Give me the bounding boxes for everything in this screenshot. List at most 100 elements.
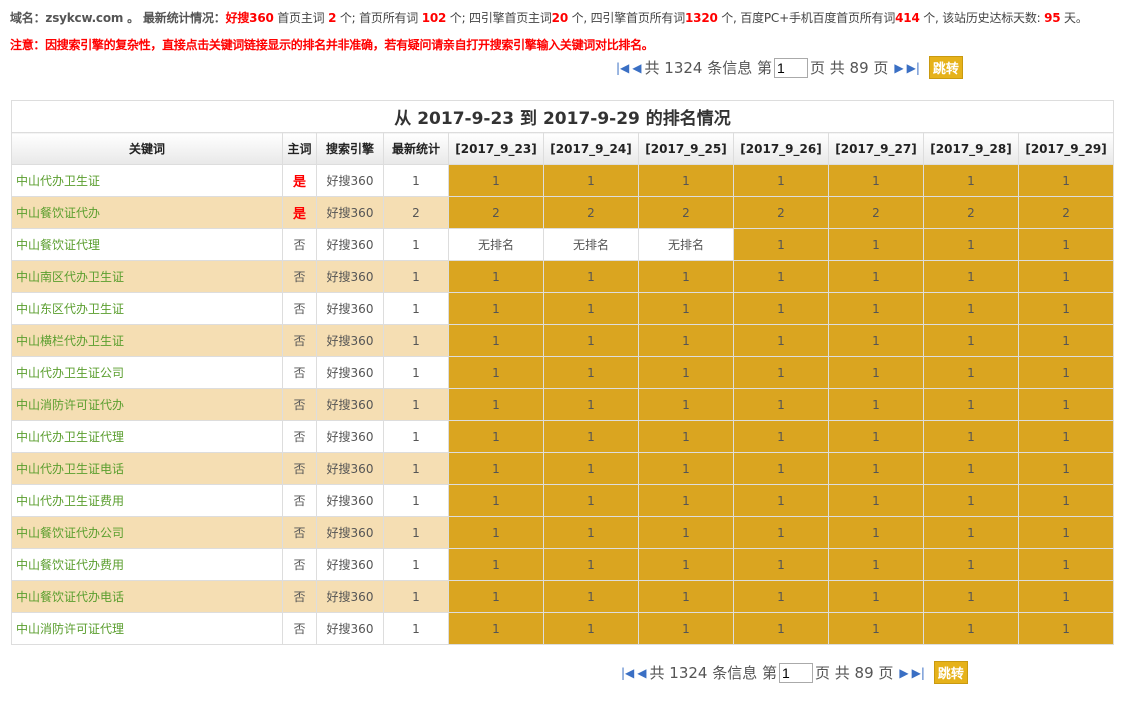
- daily-rank-cell: 1: [543, 356, 639, 389]
- daily-rank-cell: 1: [923, 612, 1019, 645]
- daily-rank-cell: 1: [448, 484, 544, 517]
- keyword-link[interactable]: 中山餐饮证代办公司: [11, 516, 283, 549]
- page-input[interactable]: [779, 662, 813, 683]
- stat-label: 最新统计情况：: [142, 11, 226, 25]
- daily-rank-cell: 1: [543, 164, 639, 197]
- daily-rank-cell: 1: [923, 164, 1019, 197]
- daily-rank-cell: 1: [828, 452, 924, 485]
- daily-rank-cell: 1: [543, 324, 639, 357]
- daily-rank-cell: 1: [828, 420, 924, 453]
- keyword-link[interactable]: 中山代办卫生证公司: [11, 356, 283, 389]
- column-header: 关键词: [11, 132, 283, 165]
- keyword-link[interactable]: 中山代办卫生证电话: [11, 452, 283, 485]
- prev-page-icon[interactable]: ◀: [637, 665, 647, 680]
- daily-rank-cell: 1: [828, 228, 924, 261]
- daily-rank-cell: 1: [638, 356, 734, 389]
- keyword-link[interactable]: 中山横栏代办卫生证: [11, 324, 283, 357]
- daily-rank-cell: 1: [733, 452, 829, 485]
- jump-button[interactable]: 跳转: [933, 661, 968, 684]
- keyword-link[interactable]: 中山南区代办卫生证: [11, 260, 283, 293]
- daily-rank-cell: 1: [1017, 292, 1115, 325]
- value: 2: [328, 11, 337, 25]
- daily-rank-cell: 1: [543, 516, 639, 549]
- daily-rank-cell: 1: [923, 388, 1019, 421]
- latest-rank-cell: 1: [383, 516, 449, 549]
- page-input[interactable]: [774, 57, 808, 78]
- latest-rank-cell: 1: [383, 292, 449, 325]
- value: 414: [895, 11, 920, 25]
- site-stats: 域名：zsykcw.com 。 最新统计情况：好搜360 首页主词 2 个; 首…: [10, 9, 1088, 26]
- pager-total: 共 1324 条信息 第: [644, 59, 772, 77]
- daily-rank-cell: 1: [448, 356, 544, 389]
- keyword-link[interactable]: 中山餐饮证代办费用: [11, 548, 283, 581]
- keyword-link[interactable]: 中山餐饮证代理: [11, 228, 283, 261]
- keyword-link[interactable]: 中山餐饮证代办电话: [11, 580, 283, 613]
- table-row: 中山代办卫生证是好搜360 1 1 1 1 1 1 1 1: [11, 164, 1115, 197]
- daily-rank-cell: 1: [448, 580, 544, 613]
- column-header: [2017_9_26]: [733, 132, 829, 165]
- main-word-cell: 否: [282, 452, 317, 485]
- daily-rank-cell: 1: [1017, 580, 1115, 613]
- keyword-link[interactable]: 中山代办卫生证: [11, 164, 283, 197]
- daily-rank-cell: 1: [1017, 484, 1115, 517]
- main-word-cell: 否: [282, 484, 317, 517]
- keyword-link[interactable]: 中山东区代办卫生证: [11, 292, 283, 325]
- column-header: 主词: [282, 132, 317, 165]
- daily-rank-cell: 2: [543, 196, 639, 229]
- jump-button[interactable]: 跳转: [928, 56, 963, 79]
- main-word-cell: 否: [282, 516, 317, 549]
- engine-cell: 好搜360: [316, 516, 384, 549]
- daily-rank-cell: 1: [448, 516, 544, 549]
- first-page-icon[interactable]: |◀: [616, 60, 630, 75]
- next-page-icon[interactable]: ▶: [894, 60, 904, 75]
- latest-rank-cell: 1: [383, 484, 449, 517]
- prev-page-icon[interactable]: ◀: [632, 60, 642, 75]
- daily-rank-cell: 1: [448, 164, 544, 197]
- daily-rank-cell: 1: [733, 228, 829, 261]
- keyword-link[interactable]: 中山餐饮证代办: [11, 196, 283, 229]
- daily-rank-cell: 1: [733, 420, 829, 453]
- last-page-icon[interactable]: ▶|: [911, 665, 925, 680]
- daily-rank-cell: 1: [448, 260, 544, 293]
- daily-rank-cell: 1: [543, 612, 639, 645]
- daily-rank-cell: 无排名: [638, 228, 734, 261]
- text: 个, 四引擎首页所有词: [567, 11, 686, 25]
- daily-rank-cell: 1: [828, 484, 924, 517]
- daily-rank-cell: 无排名: [448, 228, 544, 261]
- keyword-link[interactable]: 中山代办卫生证费用: [11, 484, 283, 517]
- daily-rank-cell: 1: [923, 548, 1019, 581]
- daily-rank-cell: 1: [733, 484, 829, 517]
- text: 个; 四引擎首页主词: [446, 11, 552, 25]
- column-header: [2017_9_27]: [828, 132, 924, 165]
- first-page-icon[interactable]: |◀: [621, 665, 635, 680]
- daily-rank-cell: 1: [1017, 612, 1115, 645]
- daily-rank-cell: 1: [828, 260, 924, 293]
- daily-rank-cell: 1: [448, 292, 544, 325]
- keyword-link[interactable]: 中山消防许可证代理: [11, 612, 283, 645]
- daily-rank-cell: 1: [733, 516, 829, 549]
- daily-rank-cell: 2: [733, 196, 829, 229]
- keyword-link[interactable]: 中山代办卫生证代理: [11, 420, 283, 453]
- column-header: [2017_9_28]: [923, 132, 1019, 165]
- column-header: [2017_9_25]: [638, 132, 734, 165]
- daily-rank-cell: 1: [1017, 516, 1115, 549]
- last-page-icon[interactable]: ▶|: [906, 60, 920, 75]
- table-row: 中山横栏代办卫生证否好搜360 1 1 1 1 1 1 1 1: [11, 324, 1115, 357]
- text: 个, 百度PC+手机百度首页所有词: [717, 11, 896, 25]
- engine-cell: 好搜360: [316, 196, 384, 229]
- daily-rank-cell: 1: [638, 292, 734, 325]
- latest-rank-cell: 1: [383, 452, 449, 485]
- latest-rank-cell: 1: [383, 388, 449, 421]
- daily-rank-cell: 2: [923, 196, 1019, 229]
- daily-rank-cell: 1: [923, 516, 1019, 549]
- daily-rank-cell: 1: [1017, 548, 1115, 581]
- keyword-link[interactable]: 中山消防许可证代办: [11, 388, 283, 421]
- latest-rank-cell: 1: [383, 580, 449, 613]
- daily-rank-cell: 1: [638, 388, 734, 421]
- engine-cell: 好搜360: [316, 292, 384, 325]
- next-page-icon[interactable]: ▶: [899, 665, 909, 680]
- daily-rank-cell: 1: [923, 324, 1019, 357]
- daily-rank-cell: 1: [923, 484, 1019, 517]
- table-row: 中山代办卫生证电话否好搜360 1 1 1 1 1 1 1 1: [11, 452, 1115, 485]
- daily-rank-cell: 1: [828, 292, 924, 325]
